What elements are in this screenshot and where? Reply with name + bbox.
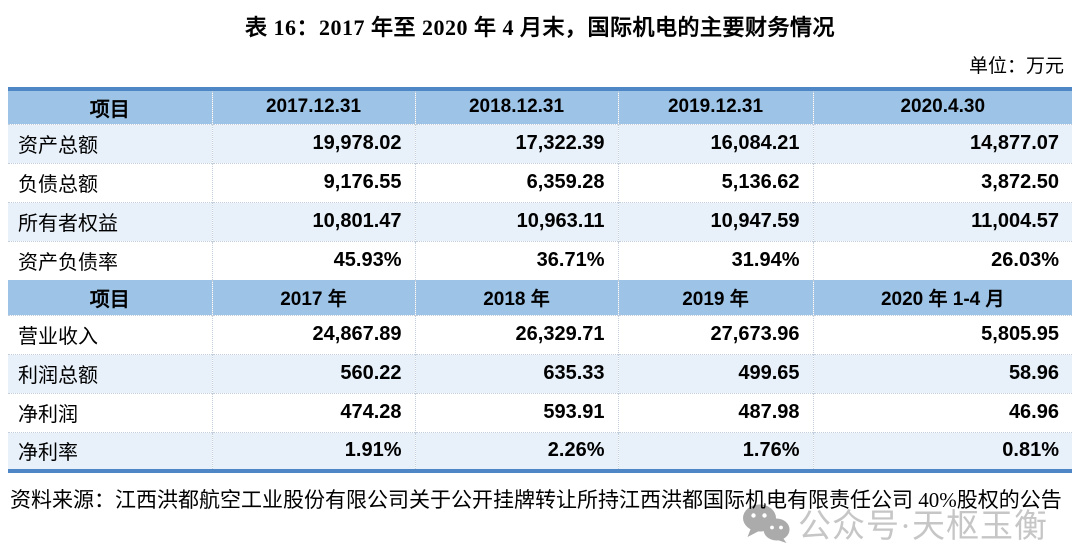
cell-value: 31.94%	[618, 240, 814, 280]
cell-value: 5,136.62	[618, 162, 814, 202]
cell-value: 2.26%	[415, 431, 619, 471]
header-cell-year-2017: 2017 年	[212, 280, 416, 315]
cell-value: 24,867.89	[212, 314, 416, 354]
table-row-total-profit: 利润总额 560.22 635.33 499.65 58.96	[8, 353, 1072, 393]
cell-value: 6,359.28	[415, 162, 619, 202]
cell-value: 635.33	[415, 353, 619, 393]
table-header-row-balance: 项目 2017.12.31 2018.12.31 2019.12.31 2020…	[8, 89, 1072, 124]
table-row-debt-ratio: 资产负债率 45.93% 36.71% 31.94% 26.03%	[8, 240, 1072, 280]
financial-table: 项目 2017.12.31 2018.12.31 2019.12.31 2020…	[8, 87, 1072, 473]
cell-value: 593.91	[415, 392, 619, 432]
cell-value: 3,872.50	[813, 162, 1072, 202]
table-row-net-profit: 净利润 474.28 593.91 487.98 46.96	[8, 392, 1072, 432]
header-cell-date-2019: 2019.12.31	[618, 89, 814, 124]
row-label: 资产负债率	[8, 240, 213, 280]
cell-value: 10,801.47	[212, 201, 416, 241]
header-cell-date-2018: 2018.12.31	[415, 89, 619, 124]
unit-label: 单位：万元	[968, 56, 1064, 77]
cell-value: 5,805.95	[813, 314, 1072, 354]
cell-value: 19,978.02	[212, 123, 416, 163]
header-cell-year-2020: 2020 年 1-4 月	[813, 280, 1072, 315]
row-label: 净利率	[8, 431, 213, 471]
cell-value: 26.03%	[813, 240, 1072, 280]
cell-value: 10,963.11	[415, 201, 619, 241]
cell-value: 11,004.57	[813, 201, 1072, 241]
row-label: 资产总额	[8, 123, 213, 163]
cell-value: 27,673.96	[618, 314, 814, 354]
source-note: 资料来源：江西洪都航空工业股份有限公司关于公开挂牌转让所持江西洪都国际机电有限责…	[10, 488, 1062, 512]
table-row-operating-revenue: 营业收入 24,867.89 26,329.71 27,673.96 5,805…	[8, 314, 1072, 354]
cell-value: 14,877.07	[813, 123, 1072, 163]
table-row-total-liabilities: 负债总额 9,176.55 6,359.28 5,136.62 3,872.50	[8, 162, 1072, 202]
cell-value: 26,329.71	[415, 314, 619, 354]
cell-value: 1.76%	[618, 431, 814, 471]
table-row-net-margin: 净利率 1.91% 2.26% 1.76% 0.81%	[8, 431, 1072, 471]
row-label: 利润总额	[8, 353, 213, 393]
cell-value: 36.71%	[415, 240, 619, 280]
row-label: 营业收入	[8, 314, 213, 354]
cell-value: 0.81%	[813, 431, 1072, 471]
cell-value: 45.93%	[212, 240, 416, 280]
header-cell-year-2018: 2018 年	[415, 280, 619, 315]
cell-value: 487.98	[618, 392, 814, 432]
row-label: 所有者权益	[8, 201, 213, 241]
table-row-owners-equity: 所有者权益 10,801.47 10,963.11 10,947.59 11,0…	[8, 201, 1072, 241]
cell-value: 474.28	[212, 392, 416, 432]
row-label: 净利润	[8, 392, 213, 432]
table-title: 表 16：2017 年至 2020 年 4 月末，国际机电的主要财务情况	[244, 15, 835, 40]
cell-value: 9,176.55	[212, 162, 416, 202]
cell-value: 58.96	[813, 353, 1072, 393]
cell-value: 1.91%	[212, 431, 416, 471]
table-row-total-assets: 资产总额 19,978.02 17,322.39 16,084.21 14,87…	[8, 123, 1072, 163]
header-cell-item: 项目	[8, 280, 213, 315]
header-cell-date-2017: 2017.12.31	[212, 89, 416, 124]
cell-value: 17,322.39	[415, 123, 619, 163]
row-label: 负债总额	[8, 162, 213, 202]
cell-value: 10,947.59	[618, 201, 814, 241]
header-cell-year-2019: 2019 年	[618, 280, 814, 315]
header-cell-date-2020: 2020.4.30	[813, 89, 1072, 124]
table-header-row-income: 项目 2017 年 2018 年 2019 年 2020 年 1-4 月	[8, 280, 1072, 315]
cell-value: 46.96	[813, 392, 1072, 432]
cell-value: 16,084.21	[618, 123, 814, 163]
header-cell-item: 项目	[8, 89, 213, 124]
cell-value: 560.22	[212, 353, 416, 393]
cell-value: 499.65	[618, 353, 814, 393]
